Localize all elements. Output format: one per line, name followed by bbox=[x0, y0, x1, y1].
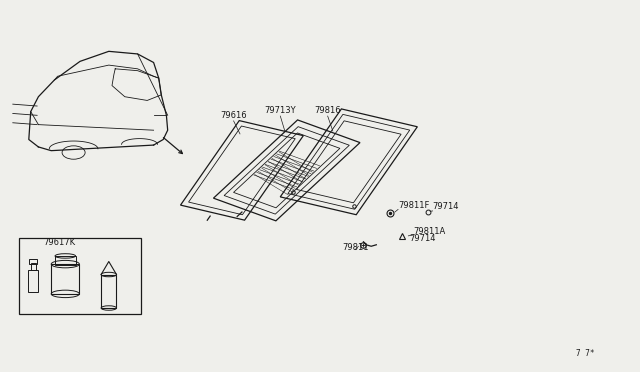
Text: 79617K: 79617K bbox=[44, 238, 76, 247]
Bar bbox=[55, 256, 76, 265]
Bar bbox=[28, 270, 38, 292]
Text: 79811F: 79811F bbox=[398, 201, 429, 209]
Text: 79616: 79616 bbox=[220, 111, 247, 120]
Text: 7 7*: 7 7* bbox=[576, 349, 595, 358]
Bar bbox=[31, 263, 36, 270]
Text: 79811: 79811 bbox=[342, 243, 369, 252]
Text: 79713Y: 79713Y bbox=[264, 106, 296, 115]
Text: 79714: 79714 bbox=[410, 234, 436, 243]
Text: 79811A: 79811A bbox=[413, 227, 445, 236]
Bar bbox=[51, 264, 79, 294]
Bar bbox=[19, 238, 141, 314]
Bar bbox=[101, 275, 116, 308]
Text: 79714: 79714 bbox=[433, 202, 459, 211]
Text: 79816: 79816 bbox=[314, 106, 341, 115]
Bar bbox=[29, 259, 37, 264]
